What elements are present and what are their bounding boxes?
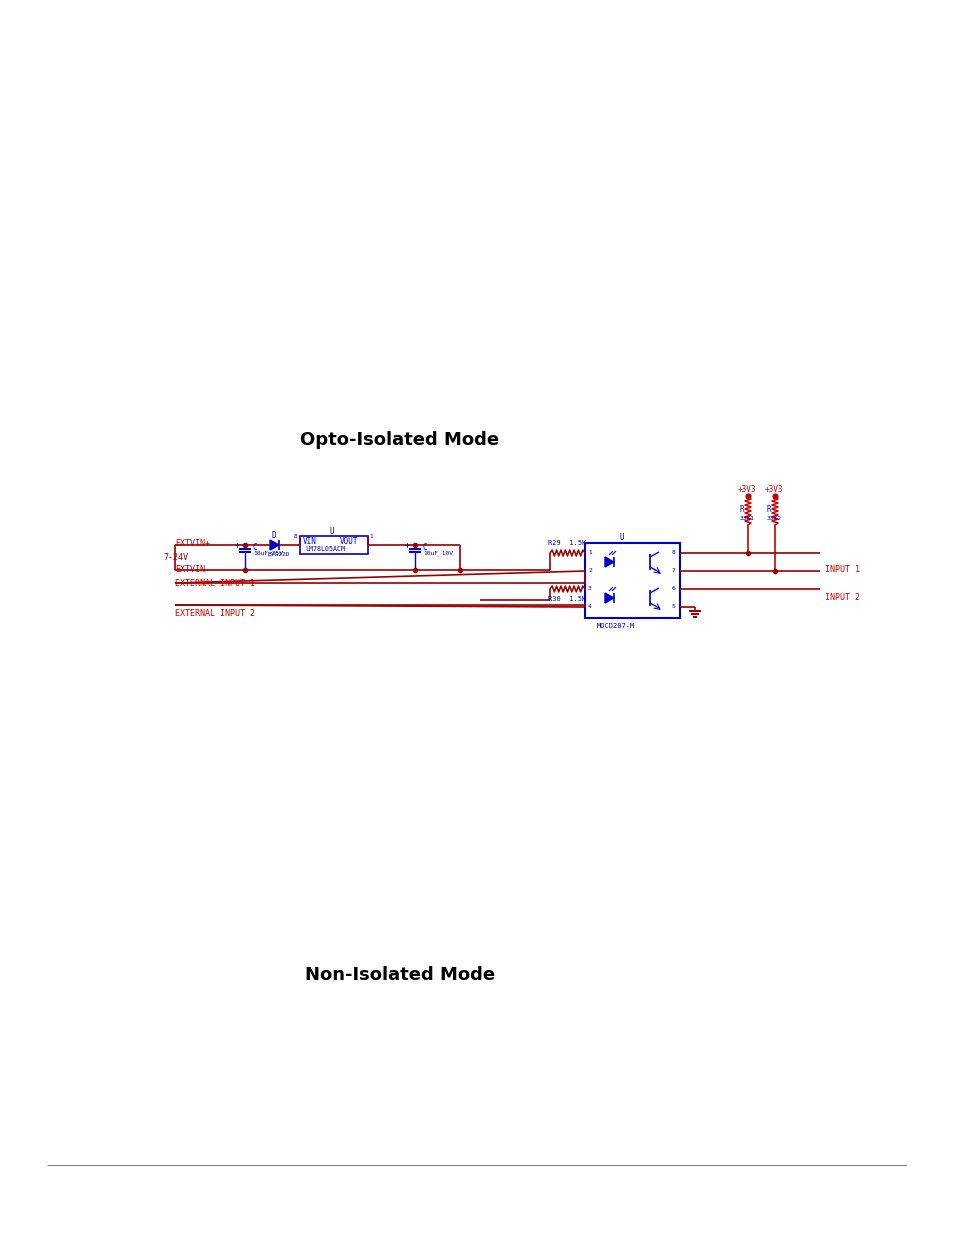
Text: VOUT: VOUT	[339, 536, 358, 546]
Text: +3V3: +3V3	[738, 485, 756, 494]
Bar	[299, 536, 368, 555]
Text: INPUT 2: INPUT 2	[824, 593, 859, 601]
Text: 7-24V: 7-24V	[163, 552, 188, 562]
Text: C: C	[422, 542, 427, 552]
Text: R30  1.5K: R30 1.5K	[547, 597, 586, 601]
Text: 1: 1	[369, 534, 373, 538]
Text: +: +	[234, 541, 240, 551]
Text: +3V3: +3V3	[764, 485, 782, 494]
Bar	[584, 543, 679, 618]
Polygon shape	[604, 557, 614, 567]
Text: D: D	[272, 531, 276, 541]
Text: 8: 8	[671, 551, 675, 556]
Text: U: U	[619, 534, 624, 542]
Text: 8: 8	[294, 534, 297, 538]
Text: R: R	[766, 505, 771, 515]
Text: LM78L05ACM: LM78L05ACM	[305, 546, 345, 552]
Text: 5: 5	[671, 604, 675, 610]
Text: BYG22D: BYG22D	[268, 552, 291, 557]
Text: C: C	[253, 542, 257, 552]
Text: Non-Isolated Mode: Non-Isolated Mode	[305, 966, 495, 984]
Text: EXTERNAL INPUT 1: EXTERNAL INPUT 1	[174, 578, 254, 588]
Text: VIN: VIN	[303, 536, 316, 546]
Polygon shape	[604, 593, 614, 603]
Text: R: R	[740, 505, 744, 515]
Text: +: +	[405, 541, 410, 551]
Text: EXTVIN+: EXTVIN+	[174, 538, 210, 547]
Text: 7: 7	[671, 568, 675, 573]
Text: R29  1.5K: R29 1.5K	[547, 540, 586, 546]
Polygon shape	[270, 540, 278, 550]
Text: 10uF_10V: 10uF_10V	[422, 551, 453, 556]
Text: 10uF_25V: 10uF_25V	[253, 551, 283, 556]
Text: 4: 4	[587, 604, 591, 610]
Text: EXTVIN-: EXTVIN-	[174, 566, 210, 574]
Text: MOCD207-M: MOCD207-M	[597, 622, 635, 629]
Text: 33K2: 33K2	[766, 515, 781, 520]
Text: EXTERNAL INPUT 2: EXTERNAL INPUT 2	[174, 609, 254, 618]
Text: 33K1: 33K1	[740, 515, 754, 520]
Text: 6: 6	[671, 587, 675, 592]
Text: U: U	[330, 527, 335, 536]
Text: 3: 3	[587, 587, 591, 592]
Text: 2: 2	[587, 568, 591, 573]
Text: Opto-Isolated Mode: Opto-Isolated Mode	[300, 431, 499, 450]
Text: INPUT 1: INPUT 1	[824, 564, 859, 573]
Text: 1: 1	[587, 551, 591, 556]
